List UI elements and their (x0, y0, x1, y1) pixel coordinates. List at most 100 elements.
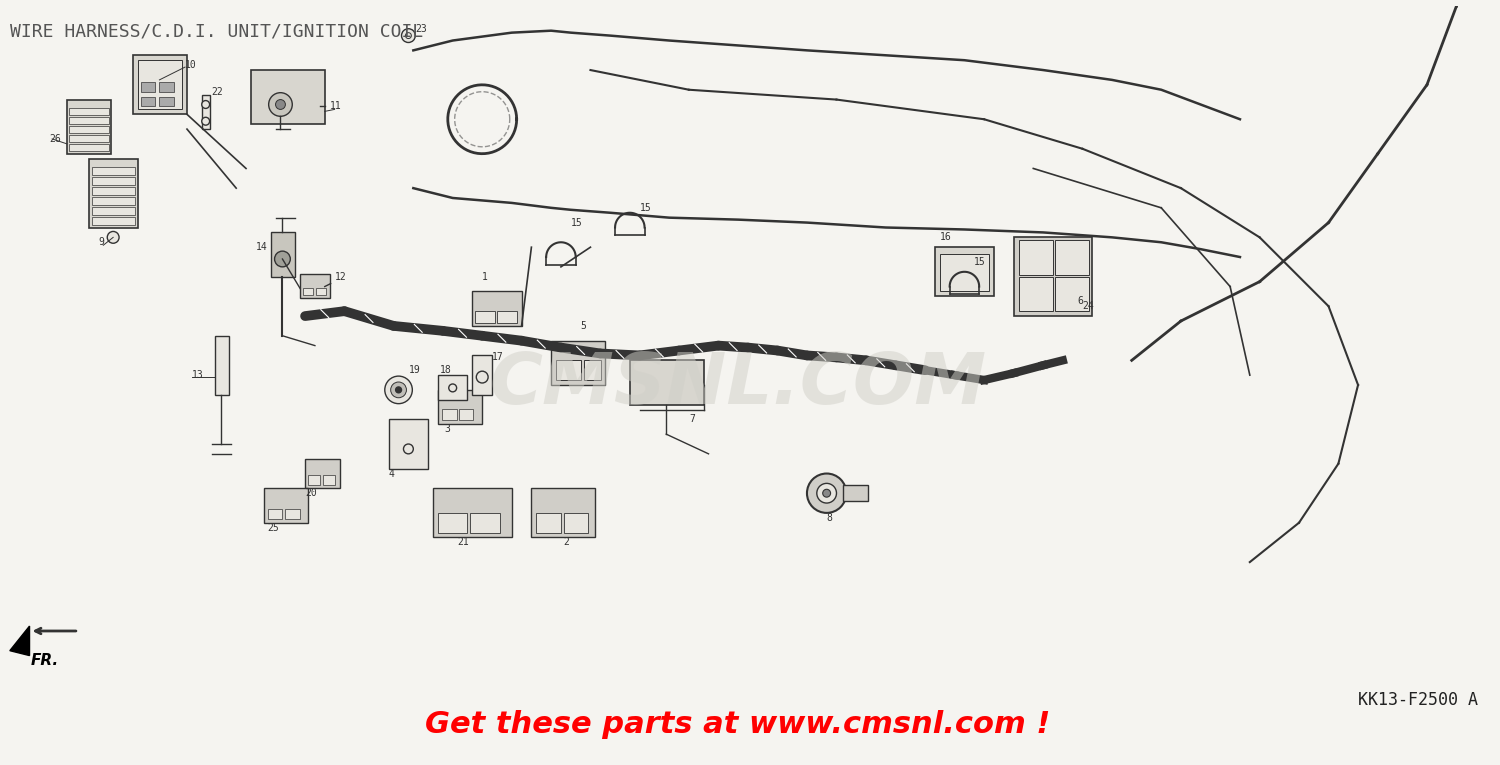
Bar (304, 459, 339, 488)
Text: Get these parts at www.cmsnl.com !: Get these parts at www.cmsnl.com ! (426, 710, 1050, 739)
Bar (1019, 277, 1053, 311)
Circle shape (807, 474, 846, 513)
Circle shape (390, 382, 406, 398)
Bar (69, 109, 110, 116)
Bar (316, 288, 326, 295)
Circle shape (404, 444, 414, 454)
Text: 15: 15 (572, 217, 582, 227)
Text: 21: 21 (458, 538, 470, 548)
Text: 16: 16 (940, 233, 951, 243)
Text: 10: 10 (184, 60, 196, 70)
Circle shape (386, 376, 412, 404)
Bar (843, 485, 868, 501)
Bar (303, 288, 313, 295)
Bar (459, 409, 474, 421)
Bar (471, 513, 500, 532)
Bar (201, 95, 210, 129)
Text: 11: 11 (330, 102, 342, 112)
Bar (214, 336, 230, 395)
Circle shape (108, 232, 118, 243)
Text: 14: 14 (256, 243, 267, 252)
Text: 19: 19 (408, 365, 420, 375)
Bar (68, 99, 111, 154)
Bar (92, 177, 135, 185)
Text: 8: 8 (827, 513, 833, 522)
Circle shape (268, 93, 292, 116)
Bar (92, 168, 135, 175)
Bar (630, 360, 704, 405)
Bar (1054, 240, 1089, 275)
Text: 2: 2 (562, 538, 568, 548)
Bar (442, 409, 456, 421)
Circle shape (201, 117, 210, 125)
Bar (92, 216, 135, 225)
Bar (438, 513, 468, 532)
Bar (550, 340, 604, 385)
Bar (69, 117, 110, 124)
Text: 15: 15 (975, 257, 986, 267)
Bar (472, 356, 492, 395)
Bar (388, 419, 427, 469)
Bar (472, 291, 522, 326)
Text: CMSNL.COM: CMSNL.COM (489, 350, 987, 419)
Bar (159, 82, 174, 92)
Text: 1: 1 (482, 272, 488, 282)
Text: 18: 18 (440, 365, 452, 375)
Polygon shape (10, 626, 30, 656)
Bar (496, 311, 516, 323)
Circle shape (822, 490, 831, 497)
Bar (92, 187, 135, 195)
Text: KK13-F2500 A: KK13-F2500 A (1358, 691, 1478, 709)
Text: WIRE HARNESS/C.D.I. UNIT/IGNITION COIL: WIRE HARNESS/C.D.I. UNIT/IGNITION COIL (10, 23, 423, 41)
Bar (1054, 277, 1089, 311)
Bar (69, 144, 110, 151)
Text: 15: 15 (639, 203, 651, 213)
Circle shape (276, 99, 285, 109)
Bar (300, 274, 330, 298)
Bar (934, 247, 994, 296)
Bar (159, 96, 174, 106)
Bar (267, 509, 282, 519)
Text: 9: 9 (99, 237, 105, 247)
Circle shape (402, 29, 416, 43)
Text: 7: 7 (688, 415, 694, 425)
Bar (138, 60, 182, 109)
Bar (537, 513, 561, 532)
Text: 5: 5 (580, 321, 586, 331)
Bar (264, 488, 308, 522)
Circle shape (818, 483, 837, 503)
Bar (584, 360, 602, 380)
Bar (322, 476, 334, 485)
Bar (285, 509, 300, 519)
Circle shape (448, 384, 456, 392)
Text: 4: 4 (388, 468, 394, 479)
Bar (270, 233, 296, 277)
Text: 23: 23 (416, 24, 428, 34)
Bar (92, 197, 135, 205)
Bar (1019, 240, 1053, 275)
Text: FR.: FR. (30, 653, 58, 668)
Text: 20: 20 (304, 488, 316, 498)
Text: 13: 13 (192, 370, 204, 380)
Text: 24: 24 (1083, 301, 1095, 311)
Bar (433, 488, 512, 538)
Bar (556, 360, 580, 380)
Bar (141, 82, 156, 92)
Bar (940, 254, 988, 291)
Bar (476, 311, 495, 323)
Circle shape (405, 33, 411, 38)
Circle shape (274, 251, 291, 267)
Bar (308, 476, 320, 485)
Bar (134, 55, 188, 114)
Bar (1014, 237, 1092, 316)
Bar (251, 70, 326, 124)
Text: 17: 17 (492, 353, 504, 363)
Bar (88, 158, 138, 227)
Text: 12: 12 (334, 272, 346, 282)
Bar (564, 513, 588, 532)
Bar (141, 96, 156, 106)
Bar (438, 390, 482, 425)
Text: 25: 25 (267, 522, 279, 532)
Bar (92, 207, 135, 215)
Text: 22: 22 (211, 86, 223, 96)
